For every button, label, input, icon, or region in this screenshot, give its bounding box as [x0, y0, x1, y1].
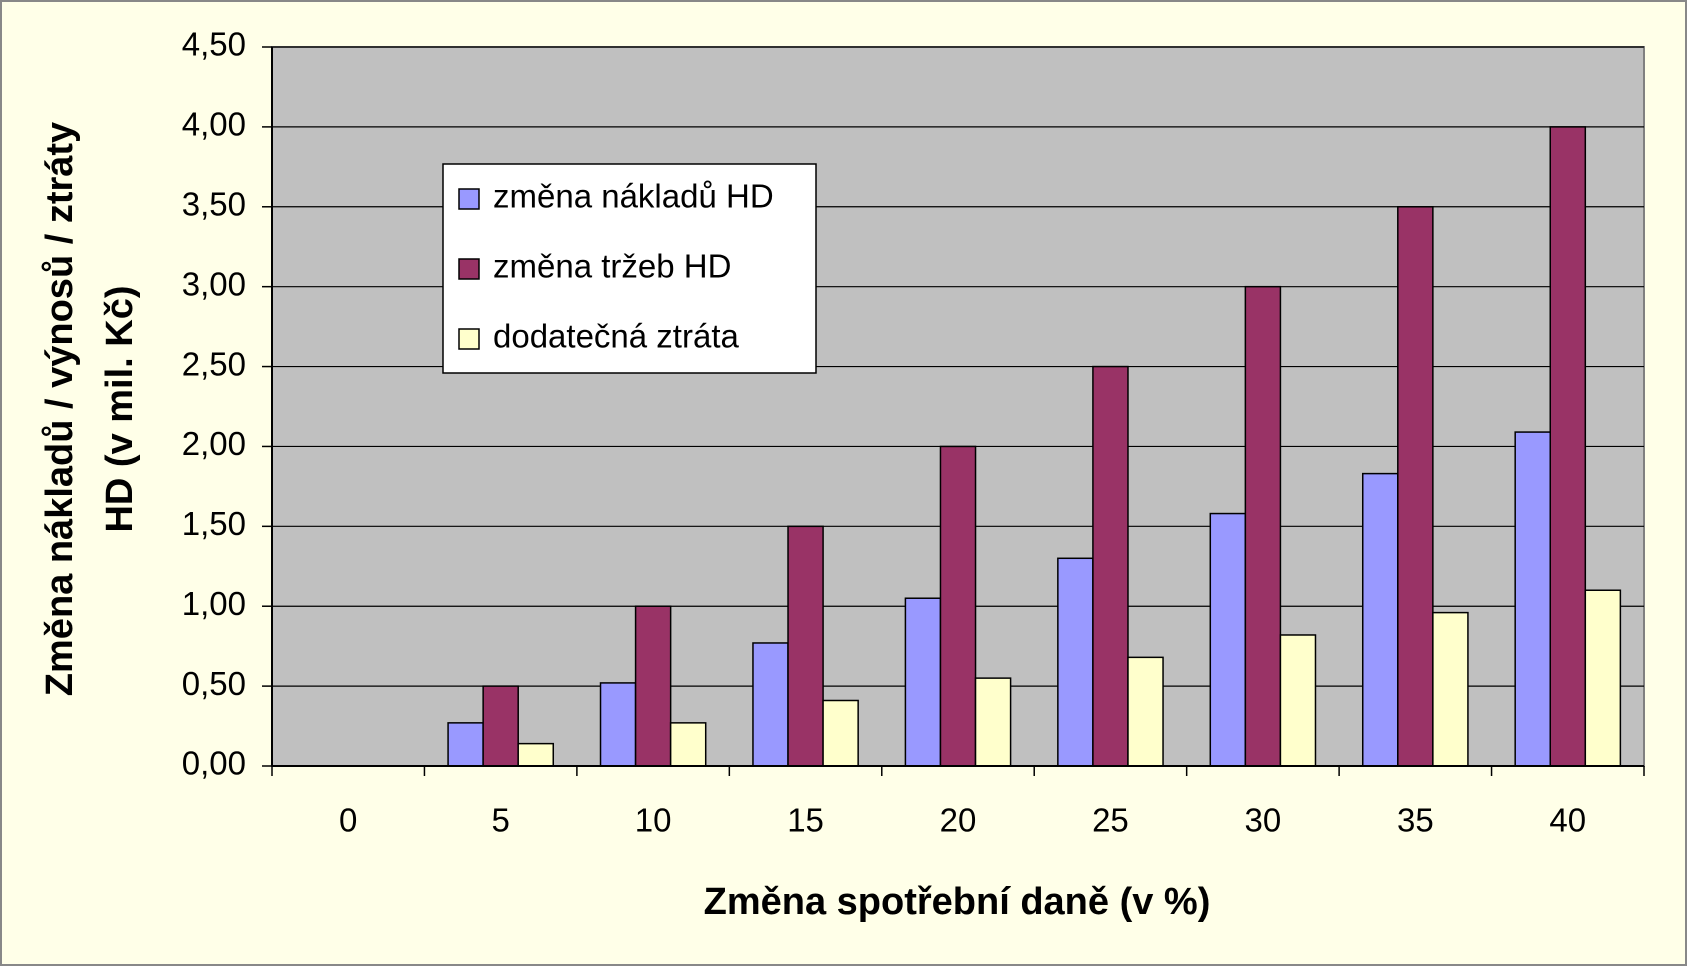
y-axis-title: HD (v mil. Kč) — [99, 285, 141, 532]
x-tick-label: 0 — [339, 802, 357, 839]
y-tick-label: 2,50 — [182, 345, 246, 382]
bar — [634, 605, 672, 767]
bar — [1514, 431, 1551, 767]
x-tick-label: 10 — [635, 802, 672, 839]
x-tick-label: 15 — [787, 802, 824, 839]
x-tick-label: 30 — [1245, 802, 1282, 839]
bar — [1361, 472, 1399, 767]
legend-swatch — [458, 328, 480, 350]
y-tick-label: 1,00 — [182, 585, 246, 622]
y-axis-title: Změna nákladů / výnosů / ztráty — [39, 122, 81, 696]
bar — [752, 642, 789, 767]
legend-box — [442, 163, 817, 374]
y-tick-label: 3,00 — [182, 265, 246, 302]
bar — [1127, 656, 1164, 767]
bar — [1584, 589, 1622, 767]
legend-label: změna nákladů HD — [493, 178, 774, 215]
bar — [974, 677, 1012, 767]
x-axis-title: Změna spotřební daně (v %) — [704, 881, 1211, 923]
y-tick-label: 2,00 — [182, 425, 246, 462]
y-tick-label: 3,50 — [182, 185, 246, 222]
bar — [904, 597, 942, 767]
legend-label: dodatečná ztráta — [493, 318, 739, 355]
bar — [482, 685, 519, 767]
bar — [1432, 611, 1469, 767]
bar — [1397, 206, 1434, 767]
bar — [1209, 512, 1247, 767]
y-tick-label: 0,50 — [182, 665, 246, 702]
bar — [447, 722, 484, 767]
bar — [787, 525, 824, 767]
bar — [1057, 557, 1094, 767]
x-tick-label: 5 — [491, 802, 509, 839]
y-tick-label: 4,50 — [182, 26, 246, 63]
bar — [939, 445, 977, 767]
x-tick-label: 25 — [1092, 802, 1129, 839]
y-tick-label: 4,00 — [182, 106, 246, 143]
x-tick-label: 20 — [940, 802, 977, 839]
bar — [1279, 634, 1317, 767]
bar — [517, 742, 555, 767]
bar — [1244, 285, 1282, 767]
legend-swatch — [458, 258, 480, 280]
bar — [669, 722, 707, 767]
y-tick-label: 0,00 — [182, 745, 246, 782]
bar — [599, 682, 637, 767]
legend-swatch — [458, 188, 480, 210]
x-tick-label: 40 — [1549, 802, 1586, 839]
bar — [822, 699, 859, 767]
y-tick-label: 1,50 — [182, 505, 246, 542]
legend-label: změna tržeb HD — [493, 248, 731, 285]
bar — [1092, 365, 1129, 767]
bar — [1549, 126, 1587, 767]
x-tick-label: 35 — [1397, 802, 1434, 839]
